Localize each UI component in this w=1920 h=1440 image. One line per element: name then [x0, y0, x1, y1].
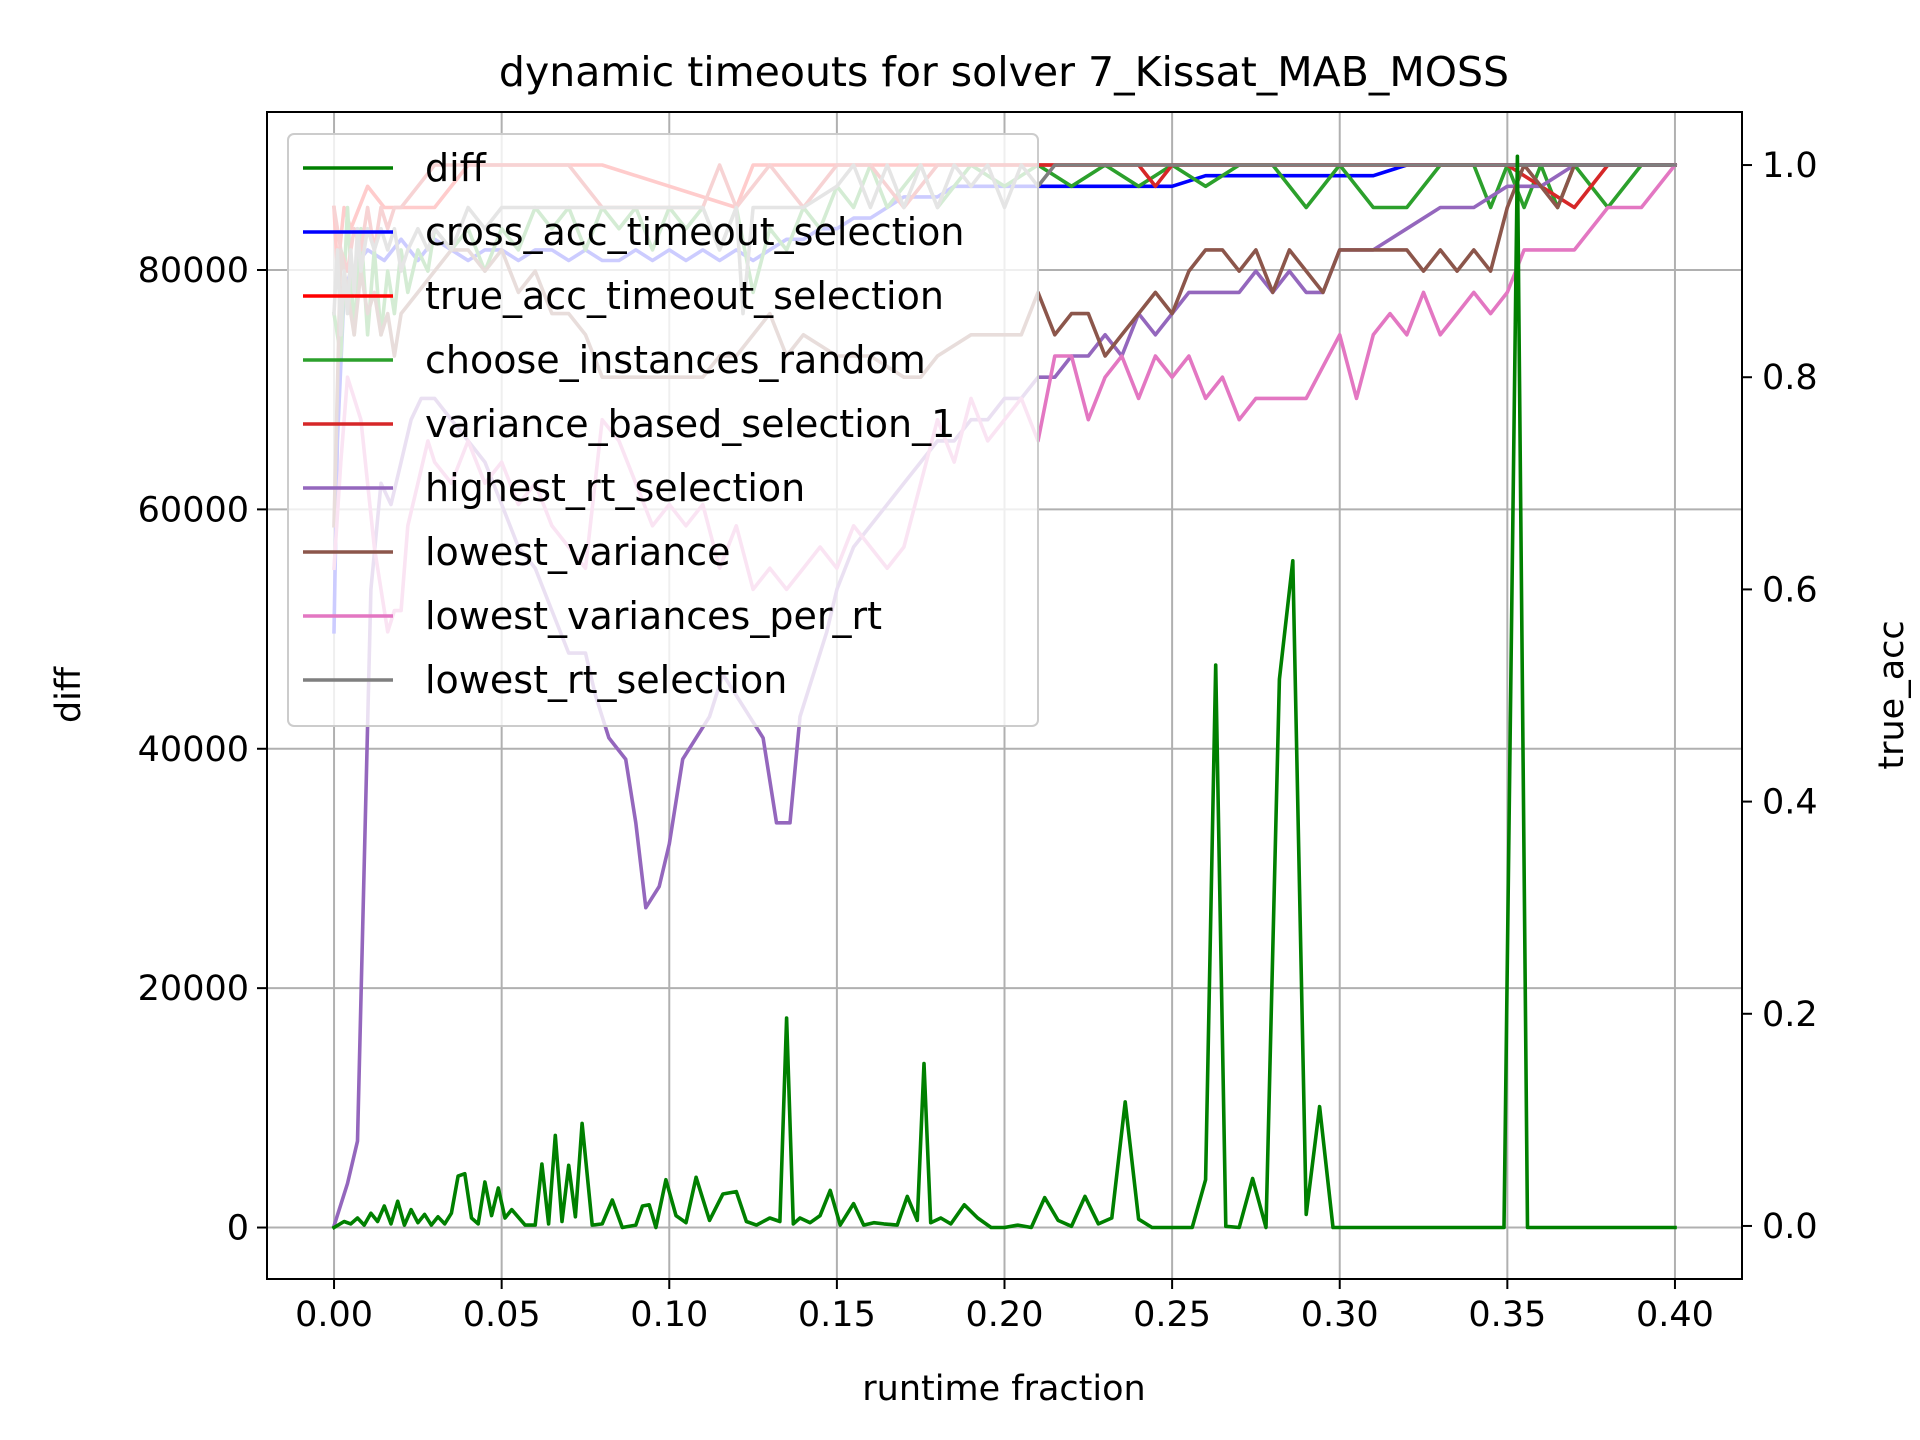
x-tick-label: 0.30	[1301, 1295, 1379, 1335]
legend-label: lowest_rt_selection	[425, 658, 787, 702]
left-y-tick-label: 0	[227, 1209, 249, 1249]
left-y-axis-label: diff	[49, 666, 89, 723]
legend-label: variance_based_selection_1	[425, 402, 955, 446]
x-tick-label: 0.20	[966, 1295, 1044, 1335]
right-y-tick-label: 0.2	[1762, 995, 1818, 1035]
legend-label: true_acc_timeout_selection	[425, 274, 944, 318]
right-y-tick-label: 0.0	[1762, 1207, 1818, 1247]
x-tick-label: 0.05	[463, 1295, 541, 1335]
legend-frame	[287, 133, 1039, 727]
x-tick-label: 0.10	[630, 1295, 708, 1335]
left-y-tick-label: 60000	[138, 490, 249, 530]
x-axis-ticks: 0.00 0.05 0.10 0.15 0.20 0.25 0.30 0.35 0.40	[295, 1279, 1714, 1335]
legend-label: diff	[425, 146, 487, 190]
left-y-tick-label: 80000	[138, 251, 249, 291]
legend-label: lowest_variance	[425, 530, 731, 574]
left-y-axis-ticks: 0 20000 40000 60000 80000	[138, 251, 267, 1249]
chart-title: dynamic timeouts for solver 7_Kissat_MAB…	[499, 48, 1509, 96]
x-axis-label: runtime fraction	[862, 1369, 1145, 1409]
series-line-diff	[331, 154, 1677, 1230]
x-tick-label: 0.00	[295, 1295, 373, 1335]
left-y-tick-label: 20000	[138, 969, 249, 1009]
right-y-axis-ticks: 0.0 0.2 0.4 0.6 0.8 1.0	[1742, 146, 1818, 1247]
right-y-axis-label: true_acc	[1872, 620, 1912, 769]
x-tick-label: 0.25	[1133, 1295, 1211, 1335]
right-y-tick-label: 1.0	[1762, 146, 1818, 186]
right-y-tick-label: 0.8	[1762, 358, 1818, 398]
x-tick-label: 0.40	[1636, 1295, 1714, 1335]
legend-label: lowest_variances_per_rt	[425, 594, 882, 638]
legend: diff cross_acc_timeout_selection true_acc_…	[287, 133, 1039, 727]
right-y-tick-label: 0.6	[1762, 570, 1818, 610]
legend-label: highest_rt_selection	[425, 466, 805, 510]
left-y-tick-label: 40000	[138, 730, 249, 770]
legend-entries: diff cross_acc_timeout_selection true_acc_…	[303, 146, 964, 702]
x-tick-label: 0.35	[1468, 1295, 1546, 1335]
legend-label: cross_acc_timeout_selection	[425, 210, 964, 254]
right-y-tick-label: 0.4	[1762, 783, 1818, 823]
x-tick-label: 0.15	[798, 1295, 876, 1335]
legend-label: choose_instances_random	[425, 338, 926, 382]
